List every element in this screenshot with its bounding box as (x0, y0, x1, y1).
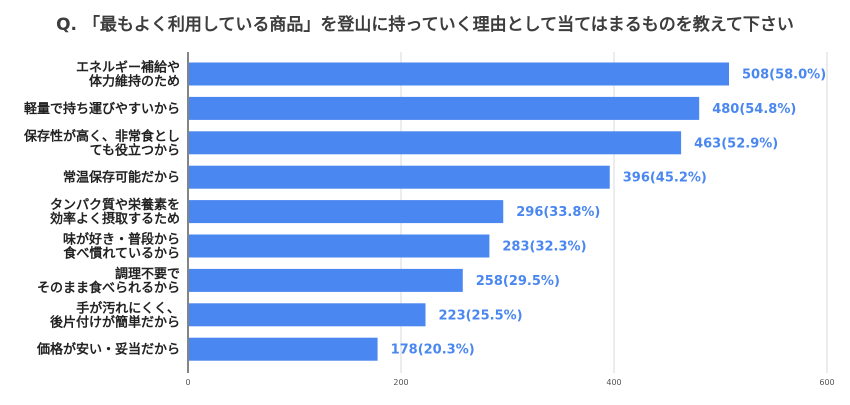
x-tick-label: 600 (819, 378, 834, 387)
category-label: 調理不要でそのまま食べられるから (37, 266, 180, 296)
category-label: 常温保存可能だから (63, 170, 180, 186)
x-tick-layer: 0 200 400 600 (185, 378, 834, 387)
x-tick-label: 0 (185, 378, 190, 387)
category-label: 保存性が高く、非常食としても役立つから (23, 128, 180, 158)
data-label: 508(58.0%) (742, 68, 826, 83)
category-label: 軽量で持ち運びやすいから (24, 101, 180, 117)
bar (189, 96, 700, 120)
category-label: 価格が安い・妥当だから (36, 342, 180, 358)
data-label: 396(45.2%) (623, 171, 707, 186)
data-label: 258(29.5%) (476, 274, 560, 289)
bar (189, 337, 378, 361)
bar (189, 303, 426, 327)
x-tick-label: 200 (393, 378, 408, 387)
data-label: 283(32.3%) (502, 240, 586, 255)
data-label: 480(54.8%) (712, 102, 796, 117)
category-label-layer: エネルギー補給や体力維持のため軽量で持ち運びやすいから保存性が高く、非常食として… (23, 60, 180, 358)
data-label: 463(52.9%) (694, 136, 778, 151)
data-label-layer: 508(58.0%) 480(54.8%) 463(52.9%) 396(45.2%)… (391, 68, 827, 358)
data-label: 296(33.8%) (516, 205, 600, 220)
bar-layer (189, 62, 730, 361)
bar (189, 131, 682, 155)
bar (189, 62, 730, 86)
category-label: エネルギー補給や体力維持のため (76, 60, 180, 90)
x-tick-label: 400 (606, 378, 621, 387)
bar (189, 200, 504, 224)
chart-title: Q. 「最もよく利用している商品」を登山に持っていく理由として当てはまるものを教… (56, 14, 794, 35)
bar (189, 165, 610, 189)
category-label: タンパク質や栄養素を効率よく摂取するため (50, 197, 180, 227)
bar (189, 268, 463, 292)
bar (189, 234, 490, 258)
category-label: 味が好き・普段から食べ慣れているから (63, 232, 180, 262)
category-label: 手が汚れにくく、後片付けが簡単だから (50, 300, 180, 330)
data-label: 178(20.3%) (391, 343, 475, 358)
data-label: 223(25.5%) (438, 308, 522, 323)
